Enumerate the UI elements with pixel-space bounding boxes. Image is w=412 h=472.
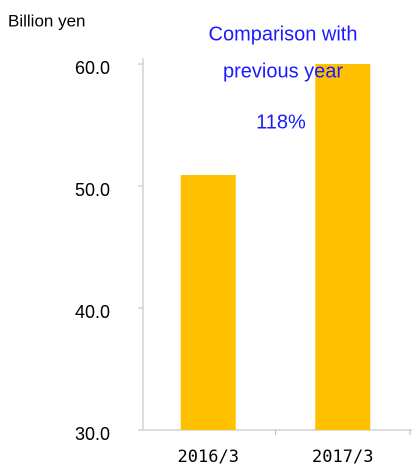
x-tick-label: 2017/3 bbox=[312, 447, 373, 467]
y-tick-label: 40.0 bbox=[75, 302, 110, 322]
bar bbox=[180, 175, 236, 430]
annotation: previous year bbox=[223, 60, 343, 82]
y-tick-label: 30.0 bbox=[75, 424, 110, 444]
annotation: Comparison with bbox=[209, 23, 358, 45]
y-axis-label: Billion yen bbox=[8, 11, 86, 30]
ratio-label: 118% bbox=[256, 111, 306, 133]
y-tick-label: 60.0 bbox=[75, 58, 110, 78]
x-tick-label: 2016/3 bbox=[178, 447, 239, 467]
bar bbox=[315, 64, 371, 430]
y-tick-label: 50.0 bbox=[75, 180, 110, 200]
